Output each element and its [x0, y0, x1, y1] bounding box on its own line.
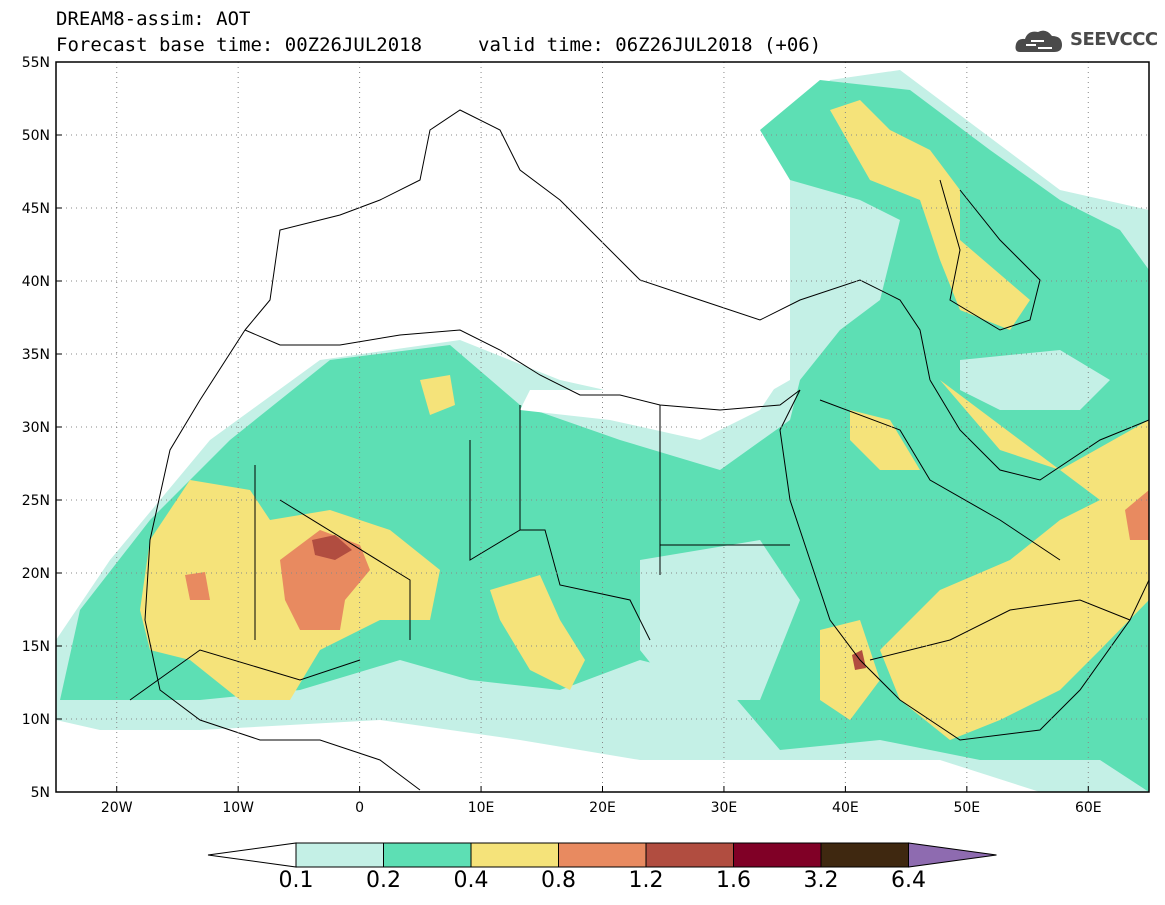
- lon-labels: 20W 10W 0 10E 20E 30E 40E 50E 60E: [101, 786, 1102, 816]
- colorbar-level-label: 6.4: [891, 868, 926, 893]
- lat-label: 30N: [22, 420, 50, 436]
- lat-label: 50N: [22, 128, 50, 144]
- colorbar-level-label: 0.8: [541, 868, 576, 893]
- cloud-icon: [1015, 30, 1062, 52]
- coastlines-borders: [129, 109, 1149, 791]
- lon-label: 20E: [589, 800, 616, 816]
- lat-label: 25N: [22, 493, 50, 509]
- lon-label: 10E: [468, 800, 495, 816]
- lat-label: 35N: [22, 347, 50, 363]
- logo-text: SEEVCCC: [1070, 29, 1158, 50]
- lat-label: 5N: [31, 785, 50, 801]
- lat-label: 55N: [22, 55, 50, 71]
- lon-label: 60E: [1075, 800, 1102, 816]
- colorbar-level-label: 0.4: [453, 868, 489, 893]
- colorbar-over-arrow: [908, 842, 997, 868]
- lon-label: 10W: [222, 800, 254, 816]
- colorbar-level-label: 1.6: [716, 868, 751, 893]
- colorbar-level-label: 0.2: [366, 868, 401, 893]
- lat-label: 10N: [22, 712, 50, 728]
- lat-label: 15N: [22, 639, 50, 655]
- colorbar-under-arrow: [207, 842, 297, 868]
- valid-time: valid time: 06Z26JUL2018 (+06): [478, 34, 822, 56]
- gridlines: [56, 62, 1149, 792]
- lon-label: 0: [355, 800, 364, 816]
- lat-labels: 55N 50N 45N 40N 35N 30N 25N 20N 15N 10N 5N: [22, 55, 62, 801]
- colorbar-segment: [470, 842, 559, 868]
- lat-label: 40N: [22, 274, 50, 290]
- lon-label: 50E: [953, 800, 980, 816]
- colorbar-level-label: 0.1: [278, 868, 314, 893]
- lon-label: 40E: [832, 800, 859, 816]
- colorbar-segment: [645, 842, 734, 868]
- lon-label: 30E: [711, 800, 738, 816]
- lat-label: 20N: [22, 566, 50, 582]
- colorbar-segment: [295, 842, 384, 868]
- colorbar-segment: [733, 842, 822, 868]
- forecast-base-time: Forecast base time: 00Z26JUL2018: [56, 34, 423, 56]
- colorbar-segment: [383, 842, 472, 868]
- lat-label: 45N: [22, 201, 50, 217]
- colorbar: [207, 842, 997, 868]
- colorbar-level-label: 3.2: [803, 868, 839, 893]
- colorbar-segment: [558, 842, 647, 868]
- lon-label: 20W: [101, 800, 133, 816]
- aot-fields: [56, 70, 1149, 792]
- colorbar-level-label: 1.2: [628, 868, 664, 893]
- colorbar-segment: [820, 842, 909, 868]
- chart-title: DREAM8-assim: AOT: [56, 8, 251, 30]
